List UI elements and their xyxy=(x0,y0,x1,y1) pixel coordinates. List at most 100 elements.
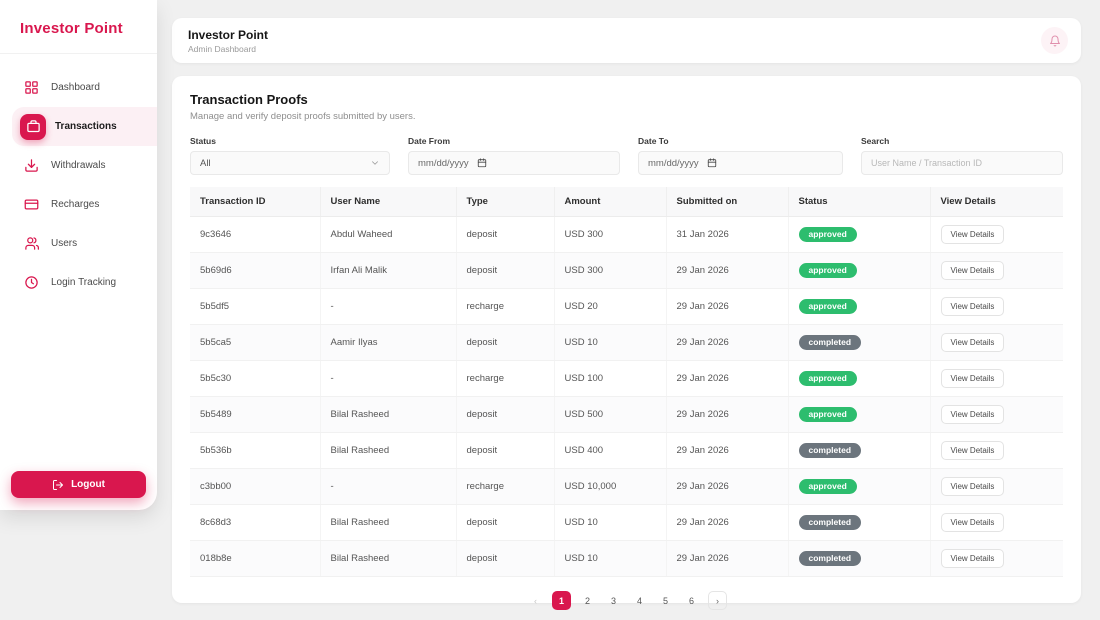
type-cell: recharge xyxy=(456,468,555,505)
notifications-button[interactable] xyxy=(1041,27,1068,54)
date-to-filter: Date To mm/dd/yyyy xyxy=(638,136,843,175)
pagination-page-3[interactable]: 3 xyxy=(610,595,616,606)
sidebar: Investor Point Dashboard Transactions With… xyxy=(0,0,157,510)
status-filter-label: Status xyxy=(190,136,216,146)
status-cell: completed xyxy=(788,540,931,577)
view-details-button[interactable]: View Details xyxy=(940,549,1005,568)
search-input[interactable] xyxy=(861,151,1063,175)
view-details-button[interactable]: View Details xyxy=(940,333,1005,352)
table-row: 5b5df5- recharge USD 20 29 Jan 2026 approved… xyxy=(190,288,1063,325)
view-details-button[interactable]: View Details xyxy=(940,297,1005,316)
action-cell: View Details xyxy=(930,360,1063,397)
sidebar-item-label: Transactions xyxy=(55,121,117,132)
bell-icon xyxy=(1049,35,1061,47)
sidebar-item-users[interactable]: Users xyxy=(0,224,157,263)
page-subtitle: Manage and verify deposit proofs submitt… xyxy=(190,111,416,122)
filters-bar: Status All Date From mm/dd/yyyy Date To … xyxy=(190,136,1063,175)
logout-icon xyxy=(52,479,64,491)
status-badge: approved xyxy=(798,406,857,423)
transaction-id-cell: 9c3646 xyxy=(190,216,321,253)
status-cell: completed xyxy=(788,324,931,361)
submitted-on-cell: 29 Jan 2026 xyxy=(666,504,789,541)
clock-icon xyxy=(20,272,42,294)
status-badge: completed xyxy=(798,550,862,567)
type-cell: deposit xyxy=(456,540,555,577)
column-header: View Details xyxy=(930,187,1063,217)
action-cell: View Details xyxy=(930,288,1063,325)
briefcase-icon xyxy=(20,113,46,140)
status-cell: approved xyxy=(788,216,931,253)
grid-icon xyxy=(20,77,42,99)
table-row: 5b5c30- recharge USD 100 29 Jan 2026 approve… xyxy=(190,360,1063,397)
date-from-placeholder: mm/dd/yyyy xyxy=(418,157,469,169)
status-badge: approved xyxy=(798,226,857,243)
action-cell: View Details xyxy=(930,432,1063,469)
sidebar-item-withdrawals[interactable]: Withdrawals xyxy=(0,146,157,185)
submitted-on-cell: 29 Jan 2026 xyxy=(666,360,789,397)
users-icon xyxy=(20,233,42,255)
transactions-table: Transaction ID User Name Type Amount Submitt… xyxy=(190,187,1063,577)
view-details-button[interactable]: View Details xyxy=(940,513,1005,532)
transaction-id-cell: 5b5c30 xyxy=(190,360,321,397)
pagination-next[interactable]: › xyxy=(708,591,727,610)
logout-button[interactable]: Logout xyxy=(11,471,146,498)
status-cell: approved xyxy=(788,360,931,397)
amount-cell: USD 300 xyxy=(554,216,667,253)
view-details-button[interactable]: View Details xyxy=(940,261,1005,280)
submitted-on-cell: 29 Jan 2026 xyxy=(666,540,789,577)
date-from-filter: Date From mm/dd/yyyy xyxy=(408,136,620,175)
submitted-on-cell: 29 Jan 2026 xyxy=(666,288,789,325)
type-cell: recharge xyxy=(456,360,555,397)
table-row: 5b536b Bilal Rasheed deposit USD 400 29 Jan … xyxy=(190,432,1063,469)
amount-cell: USD 300 xyxy=(554,252,667,289)
sidebar-item-dashboard[interactable]: Dashboard xyxy=(0,68,157,107)
status-cell: completed xyxy=(788,432,931,469)
user-name-cell: - xyxy=(320,288,457,325)
sidebar-item-recharges[interactable]: Recharges xyxy=(0,185,157,224)
pagination-page-4[interactable]: 4 xyxy=(636,595,642,606)
transaction-id-cell: 5b536b xyxy=(190,432,321,469)
chevron-down-icon xyxy=(370,158,380,168)
user-name-cell: Bilal Rasheed xyxy=(320,396,457,433)
column-header: Type xyxy=(456,187,555,217)
pagination-page-6[interactable]: 6 xyxy=(688,595,694,606)
transaction-id-cell: 8c68d3 xyxy=(190,504,321,541)
status-select[interactable]: All xyxy=(190,151,390,175)
transaction-id-cell: 5b5df5 xyxy=(190,288,321,325)
submitted-on-cell: 29 Jan 2026 xyxy=(666,468,789,505)
date-to-placeholder: mm/dd/yyyy xyxy=(648,157,699,169)
view-details-button[interactable]: View Details xyxy=(940,405,1005,424)
submitted-on-cell: 29 Jan 2026 xyxy=(666,252,789,289)
page-title: Transaction Proofs xyxy=(190,92,308,107)
status-badge: approved xyxy=(798,478,857,495)
table-header-row: Transaction ID User Name Type Amount Submitt… xyxy=(190,187,1063,217)
view-details-button[interactable]: View Details xyxy=(940,477,1005,496)
pagination-page-2[interactable]: 2 xyxy=(584,595,590,606)
sidebar-item-transactions[interactable]: Transactions xyxy=(12,107,157,146)
sidebar-item-label: Dashboard xyxy=(51,82,100,93)
date-from-input[interactable]: mm/dd/yyyy xyxy=(408,151,620,175)
status-cell: completed xyxy=(788,504,931,541)
pagination-prev[interactable]: ‹ xyxy=(534,595,537,606)
submitted-on-cell: 29 Jan 2026 xyxy=(666,324,789,361)
pagination-page-5[interactable]: 5 xyxy=(662,595,668,606)
download-icon xyxy=(20,155,42,177)
action-cell: View Details xyxy=(930,216,1063,253)
view-details-button[interactable]: View Details xyxy=(940,441,1005,460)
status-cell: approved xyxy=(788,252,931,289)
user-name-cell: Bilal Rasheed xyxy=(320,540,457,577)
status-badge: completed xyxy=(798,334,862,351)
table-row: c3bb00- recharge USD 10,000 29 Jan 2026 appr… xyxy=(190,468,1063,505)
view-details-button[interactable]: View Details xyxy=(940,225,1005,244)
pagination-page-1[interactable]: 1 xyxy=(552,591,571,610)
table-row: 018b8e Bilal Rasheed deposit USD 10 29 Jan 2… xyxy=(190,540,1063,577)
column-header: User Name xyxy=(320,187,457,217)
type-cell: deposit xyxy=(456,432,555,469)
user-name-cell: Aamir Ilyas xyxy=(320,324,457,361)
sidebar-nav: Dashboard Transactions Withdrawals Recharge… xyxy=(0,68,157,302)
date-to-input[interactable]: mm/dd/yyyy xyxy=(638,151,843,175)
user-name-cell: Abdul Waheed xyxy=(320,216,457,253)
sidebar-item-login-tracking[interactable]: Login Tracking xyxy=(0,263,157,302)
user-name-cell: Bilal Rasheed xyxy=(320,504,457,541)
view-details-button[interactable]: View Details xyxy=(940,369,1005,388)
